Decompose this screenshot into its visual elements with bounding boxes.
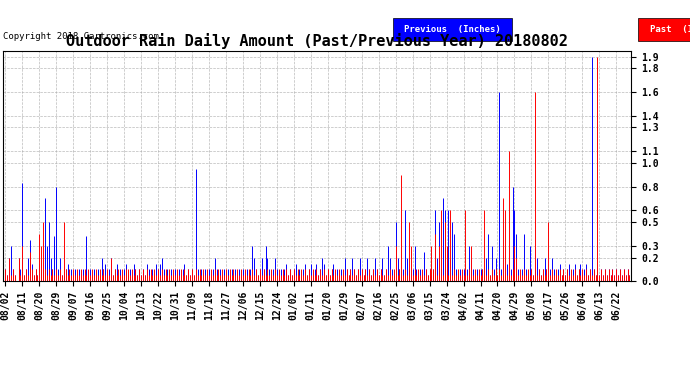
- Text: Past  (Inches): Past (Inches): [650, 26, 690, 34]
- FancyBboxPatch shape: [393, 18, 512, 41]
- FancyBboxPatch shape: [638, 18, 690, 41]
- Text: Previous  (Inches): Previous (Inches): [404, 26, 501, 34]
- Title: Outdoor Rain Daily Amount (Past/Previous Year) 20180802: Outdoor Rain Daily Amount (Past/Previous…: [66, 33, 569, 50]
- Text: Copyright 2018 Cartronics.com: Copyright 2018 Cartronics.com: [3, 32, 159, 41]
